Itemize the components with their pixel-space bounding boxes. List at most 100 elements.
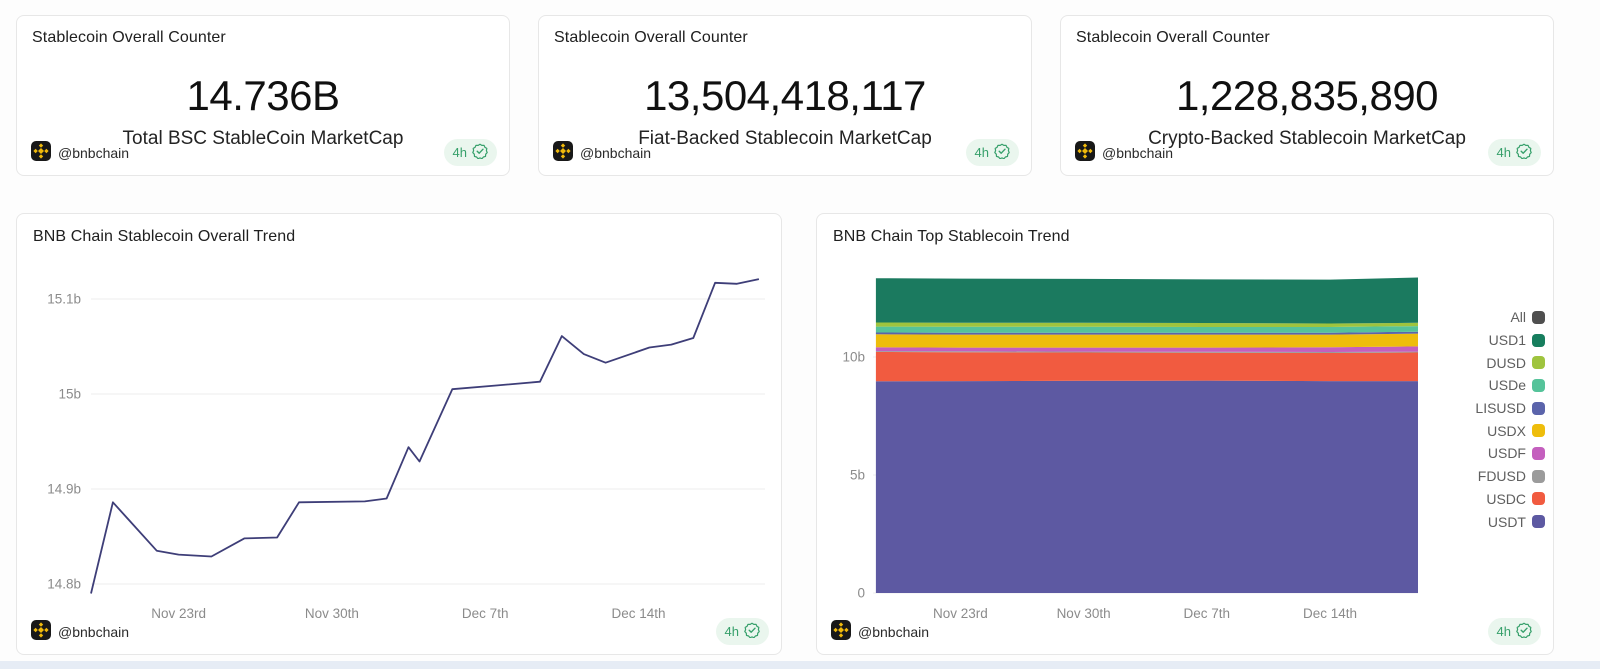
y-tick-label: 14.9b [47,482,81,497]
refresh-badge[interactable]: 4h [1487,139,1541,166]
x-tick-label: Nov 30th [1057,606,1111,621]
legend-swatch [1532,469,1545,483]
stablecoin-overall-trend-card: BNB Chain Stablecoin Overall Trend 15.1b… [16,213,782,655]
author-handle: @bnbchain [580,144,652,161]
line-chart[interactable]: 15.1b 15b 14.9b 14.8b Nov 23rd Nov 30th Dec 7t… [17,214,783,656]
top-stablecoin-trend-card: BNB Chain Top Stablecoin Trend 10b 5b 0 Nov… [816,213,1554,655]
trend-line [90,278,760,594]
chart-title: BNB Chain Top Stablecoin Trend [833,228,1070,245]
area-series-usde [875,326,1418,333]
counter-label: Total BSC StableCoin MarketCap [122,128,404,149]
legend-item-fdusd[interactable]: FDUSD [1475,465,1545,488]
page-bottom-strip [0,661,1600,669]
card-footer: @bnbchain 4h [31,618,769,645]
y-tick-label: 5b [850,468,865,483]
area-series-usdc [875,352,1418,382]
x-tick-label: Nov 23rd [151,606,206,621]
y-tick-label: 0 [857,586,865,601]
legend-label: USD1 [1488,332,1526,349]
bnbchain-logo-icon [31,141,51,164]
y-tick-label: 15b [58,387,81,402]
author-link[interactable]: @bnbchain [31,141,129,164]
verified-check-icon [994,143,1010,162]
legend-label: USDF [1487,445,1526,462]
legend-label: USDC [1486,490,1526,507]
legend-swatch [1532,446,1545,460]
legend-swatch [1532,401,1545,415]
y-tick-label: 10b [842,350,865,365]
x-tick-label: Dec 14th [611,606,665,621]
card-footer: @bnbchain 4h [31,139,497,166]
x-tick-label: Dec 7th [462,606,509,621]
y-tick-label: 14.8b [47,577,81,592]
area-series-lisusd [875,331,1418,335]
legend-swatch [1532,310,1545,324]
x-tick-label: Nov 30th [305,606,359,621]
refresh-badge[interactable]: 4h [965,139,1019,166]
legend-swatch [1532,333,1545,347]
legend-item-usdt[interactable]: USDT [1475,510,1545,533]
counter-label: Crypto-Backed Stablecoin MarketCap [1148,128,1466,149]
verified-check-icon [1516,143,1532,162]
refresh-age: 4h [974,145,989,160]
legend-item-usde[interactable]: USDe [1475,374,1545,397]
counter-card-total-bsc: Stablecoin Overall Counter 14.736B Total… [16,15,510,176]
legend-label: FDUSD [1477,468,1526,485]
author-handle: @bnbchain [58,623,130,640]
counter-card-fiat-backed: Stablecoin Overall Counter 13,504,418,11… [538,15,1032,176]
author-handle: @bnbchain [58,144,130,161]
refresh-badge[interactable]: 4h [715,618,769,645]
x-tick-label: Dec 14th [1303,606,1357,621]
chart-title: BNB Chain Stablecoin Overall Trend [33,228,296,245]
refresh-age: 4h [724,624,739,639]
author-link[interactable]: @bnbchain [31,620,129,643]
area-series-usdt [875,380,1418,593]
counter-value: 13,504,418,117 [644,72,926,119]
author-link[interactable]: @bnbchain [831,620,929,643]
chart-legend: All USD1 DUSD USDe LISUSD USDX USDF FDUSD USDC US… [1475,306,1545,533]
area-series-usdf [875,346,1418,352]
legend-item-usdc[interactable]: USDC [1475,488,1545,511]
refresh-age: 4h [452,145,467,160]
refresh-badge[interactable]: 4h [443,139,497,166]
area-series-dusd [875,322,1418,327]
bnbchain-logo-icon [31,620,51,643]
legend-label: USDT [1487,513,1526,530]
legend-swatch [1532,492,1545,506]
legend-item-usdf[interactable]: USDF [1475,442,1545,465]
card-title: Stablecoin Overall Counter [554,29,748,46]
refresh-badge[interactable]: 4h [1487,618,1541,645]
legend-label: USDe [1488,377,1526,394]
x-tick-label: Nov 23rd [933,606,988,621]
refresh-age: 4h [1496,624,1511,639]
legend-item-dusd[interactable]: DUSD [1475,351,1545,374]
legend-item-usd1[interactable]: USD1 [1475,329,1545,352]
area-series-fdusd [875,351,1418,353]
legend-item-all[interactable]: All [1475,306,1545,329]
verified-check-icon [1516,622,1532,641]
bnbchain-logo-icon [1075,141,1095,164]
author-link[interactable]: @bnbchain [553,141,651,164]
counter-value: 14.736B [186,72,340,119]
bnbchain-logo-icon [831,620,851,643]
area-series-usdx [875,333,1418,348]
area-series-usd1 [875,277,1418,324]
legend-swatch [1532,378,1545,392]
legend-item-lisusd[interactable]: LISUSD [1475,397,1545,420]
card-title: Stablecoin Overall Counter [1076,29,1270,46]
refresh-age: 4h [1496,145,1511,160]
legend-swatch [1532,515,1545,529]
legend-label: All [1510,309,1526,326]
author-link[interactable]: @bnbchain [1075,141,1173,164]
legend-swatch [1532,356,1545,370]
legend-label: DUSD [1486,354,1526,371]
legend-label: USDX [1487,422,1526,439]
counter-card-crypto-backed: Stablecoin Overall Counter 1,228,835,890… [1060,15,1554,176]
verified-check-icon [472,143,488,162]
counter-value: 1,228,835,890 [1175,72,1439,119]
stacked-area-chart[interactable]: 10b 5b 0 Nov 23rd Nov 30th Dec 7th Dec 14th [817,214,1555,656]
card-footer: @bnbchain 4h [1075,139,1541,166]
legend-label: LISUSD [1475,400,1526,417]
card-title: Stablecoin Overall Counter [32,29,226,46]
legend-item-usdx[interactable]: USDX [1475,419,1545,442]
